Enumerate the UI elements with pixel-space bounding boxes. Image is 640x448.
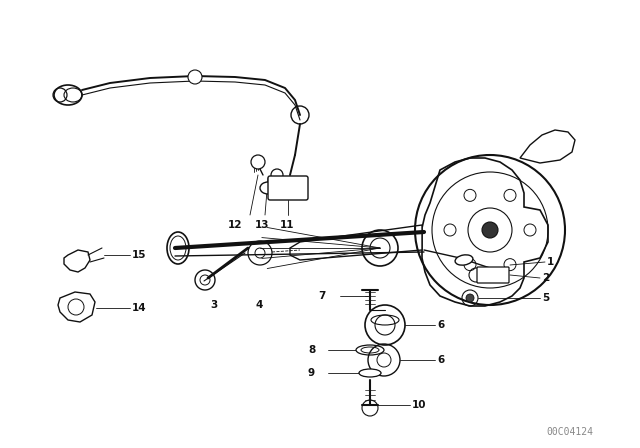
Text: 9: 9 [308,368,315,378]
Text: 6: 6 [437,320,444,330]
FancyBboxPatch shape [477,267,509,283]
Circle shape [482,222,498,238]
FancyBboxPatch shape [268,176,308,200]
Text: 00C04124: 00C04124 [547,427,593,437]
Polygon shape [64,250,90,272]
Text: 15: 15 [132,250,147,260]
Ellipse shape [359,369,381,377]
Polygon shape [520,130,575,163]
Circle shape [251,155,265,169]
Circle shape [188,70,202,84]
Text: 13: 13 [255,220,269,230]
Text: 4: 4 [255,300,262,310]
Text: 7: 7 [318,291,325,301]
Text: 5: 5 [542,293,549,303]
Text: 3: 3 [210,300,217,310]
Text: 11: 11 [280,220,294,230]
Ellipse shape [356,345,384,355]
Ellipse shape [54,85,82,105]
Circle shape [270,178,278,186]
Polygon shape [359,370,381,376]
Text: 6: 6 [437,355,444,365]
Text: 10: 10 [412,400,426,410]
Polygon shape [58,292,95,322]
Text: 12: 12 [228,220,243,230]
Polygon shape [290,225,422,260]
Circle shape [466,294,474,302]
Polygon shape [422,158,548,306]
Text: 8: 8 [308,345,316,355]
Ellipse shape [455,255,473,265]
Ellipse shape [260,182,276,194]
Text: 2: 2 [542,273,549,283]
Text: 14: 14 [132,303,147,313]
Text: 1: 1 [547,257,554,267]
